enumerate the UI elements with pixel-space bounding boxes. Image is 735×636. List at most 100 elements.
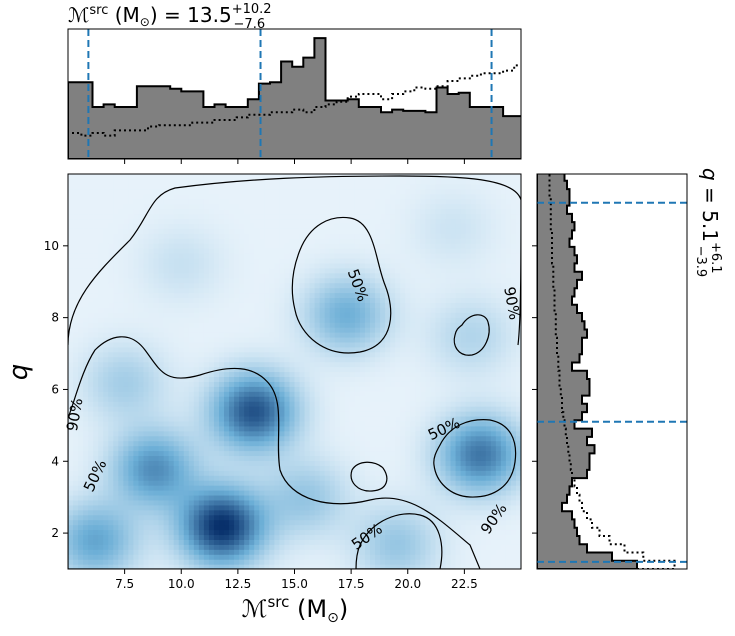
heatmap-cell: [259, 361, 265, 368]
heatmap-cell: [244, 534, 250, 540]
heatmap-cell: [219, 262, 225, 269]
heatmap-cell: [229, 490, 235, 496]
heatmap-cell: [108, 366, 114, 373]
heatmap-cell: [153, 455, 160, 461]
heatmap-cell: [274, 262, 280, 269]
heatmap-cell: [73, 445, 79, 452]
heatmap-cell: [294, 430, 301, 437]
heatmap-cell: [364, 233, 371, 239]
heatmap-cell: [224, 470, 230, 476]
heatmap-cell: [198, 198, 205, 205]
heatmap-cell: [118, 455, 124, 461]
heatmap-cell: [289, 366, 296, 373]
heatmap-cell: [299, 391, 306, 397]
heatmap-cell: [168, 257, 175, 264]
heatmap-cell: [108, 302, 114, 308]
heatmap-cell: [370, 282, 376, 289]
heatmap-cell: [219, 178, 225, 185]
heatmap-cell: [143, 307, 150, 313]
heatmap-cell: [208, 282, 215, 289]
heatmap-cell: [304, 223, 311, 229]
heatmap-cell: [163, 174, 170, 180]
heatmap-cell: [229, 549, 235, 555]
heatmap-cell: [344, 267, 351, 274]
heatmap-cell: [108, 307, 114, 313]
heatmap-cell: [193, 470, 200, 476]
heatmap-cell: [244, 307, 250, 313]
heatmap-cell: [193, 554, 200, 560]
heatmap-cell: [118, 376, 124, 382]
heatmap-cell: [143, 346, 150, 353]
heatmap-cell: [319, 277, 326, 284]
heatmap-cell: [73, 341, 79, 348]
heatmap-cell: [309, 193, 316, 200]
heatmap-cell: [234, 519, 240, 526]
heatmap-cell: [375, 415, 381, 422]
heatmap-cell: [224, 351, 230, 358]
heatmap-cell: [299, 312, 306, 318]
heatmap-cell: [213, 485, 220, 491]
heatmap-cell: [354, 322, 361, 328]
heatmap-cell: [153, 406, 160, 412]
heatmap-cell: [193, 440, 200, 447]
heatmap-cell: [168, 391, 175, 397]
heatmap-cell: [203, 559, 210, 565]
heatmap-cell: [289, 302, 296, 308]
heatmap-cell: [123, 307, 129, 313]
heatmap-cell: [88, 277, 94, 284]
heatmap-cell: [324, 415, 331, 422]
heatmap-cell: [279, 494, 286, 501]
heatmap-cell: [168, 356, 175, 363]
heatmap-cell: [198, 499, 205, 506]
heatmap-cell: [73, 494, 79, 501]
heatmap-cell: [208, 307, 215, 313]
heatmap-cell: [334, 341, 341, 348]
heatmap-cell: [329, 539, 336, 545]
heatmap-cell: [239, 336, 245, 343]
heatmap-cell: [254, 514, 260, 521]
heatmap-cell: [264, 267, 270, 274]
heatmap-cell: [254, 440, 260, 447]
heatmap-cell: [339, 336, 346, 343]
heatmap-cell: [254, 485, 260, 491]
heatmap-cell: [279, 524, 286, 531]
heatmap-cell: [143, 519, 150, 526]
heatmap-cell: [78, 243, 84, 249]
heatmap-cell: [380, 490, 386, 496]
heatmap-cell: [88, 475, 94, 481]
heatmap-cell: [123, 470, 129, 476]
heatmap-cell: [234, 391, 240, 397]
heatmap-cell: [334, 470, 341, 476]
heatmap-cell: [188, 475, 195, 481]
heatmap-cell: [198, 341, 205, 348]
heatmap-cell: [299, 302, 306, 308]
heatmap-cell: [329, 292, 336, 299]
heatmap-cell: [354, 282, 361, 289]
heatmap-cell: [113, 297, 119, 303]
heatmap-cell: [254, 356, 260, 363]
heatmap-cell: [349, 277, 356, 284]
heatmap-cell: [229, 465, 235, 471]
heatmap-cell: [143, 248, 150, 254]
heatmap-cell: [163, 425, 170, 432]
heatmap-cell: [203, 327, 210, 333]
heatmap-cell: [239, 297, 245, 303]
heatmap-cell: [309, 549, 316, 555]
heatmap-cell: [158, 544, 165, 550]
heatmap-cell: [153, 396, 160, 402]
heatmap-cell: [173, 519, 180, 526]
heatmap-cell: [299, 292, 306, 299]
heatmap-cell: [178, 490, 185, 496]
heatmap-cell: [138, 346, 145, 353]
heatmap-cell: [113, 233, 119, 239]
heatmap-cell: [229, 509, 235, 516]
heatmap-cell: [208, 435, 215, 442]
heatmap-cell: [188, 183, 195, 190]
heatmap-cell: [173, 361, 180, 368]
heatmap-cell: [354, 312, 361, 318]
heatmap-cell: [219, 238, 225, 244]
heatmap-cell: [168, 322, 175, 328]
heatmap-cell: [339, 361, 346, 368]
heatmap-cell: [244, 341, 250, 348]
heatmap-cell: [359, 376, 366, 382]
